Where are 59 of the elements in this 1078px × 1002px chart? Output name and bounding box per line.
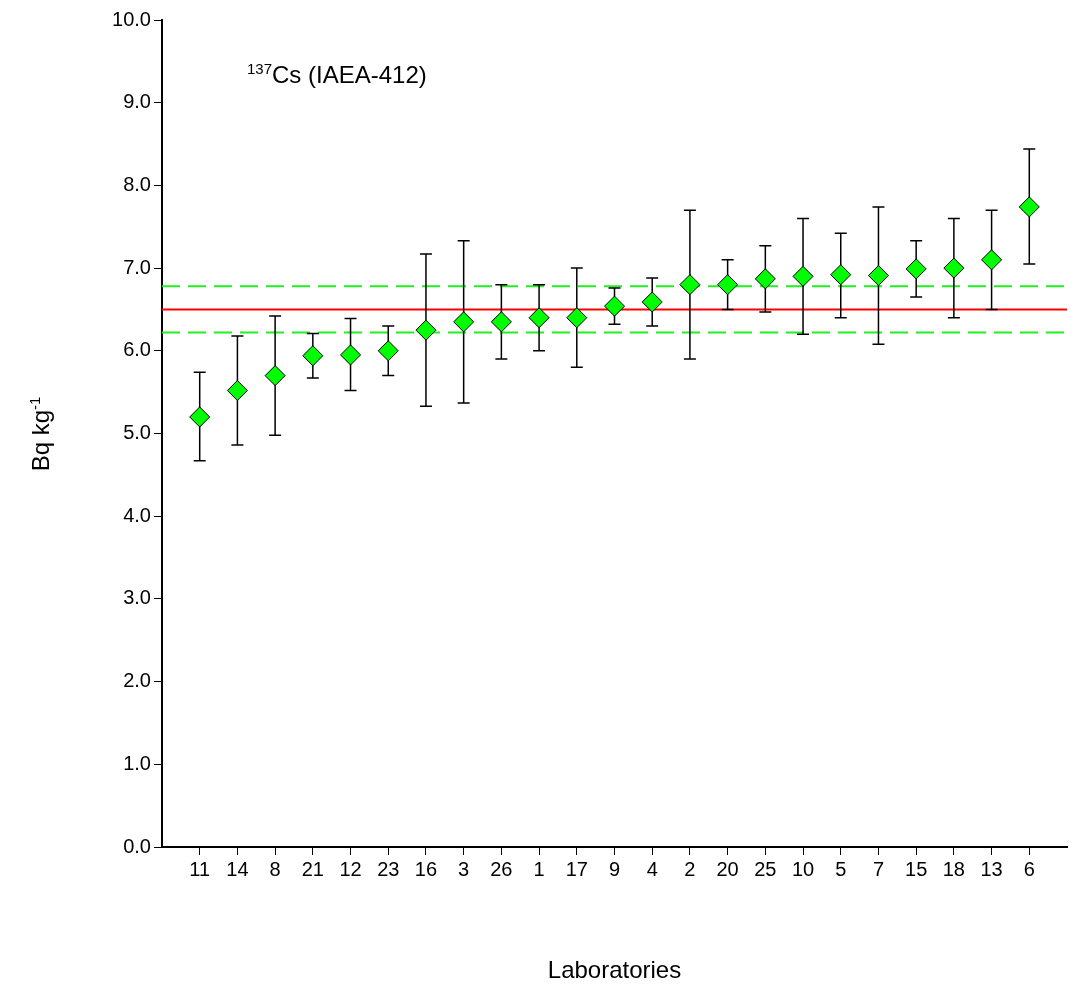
point xyxy=(830,264,852,286)
y-tick-label: 2.0 xyxy=(123,669,151,692)
point xyxy=(528,307,550,329)
y-tick-label: 8.0 xyxy=(123,172,151,195)
point xyxy=(905,258,927,280)
y-tick-label: 7.0 xyxy=(123,255,151,278)
x-tick-label: 3 xyxy=(458,857,470,880)
y-tick-label: 10.0 xyxy=(112,7,151,30)
x-tick-label: 18 xyxy=(942,857,965,880)
x-tick-label: 26 xyxy=(490,857,513,880)
point xyxy=(754,268,776,290)
point xyxy=(377,340,399,362)
x-tick-label: 5 xyxy=(835,857,847,880)
x-tick-label: 16 xyxy=(414,857,438,880)
point xyxy=(302,345,324,367)
point xyxy=(943,257,965,279)
point xyxy=(1018,196,1040,218)
x-tick-label: 13 xyxy=(980,857,1003,880)
x-axis-title: Laboratories xyxy=(547,956,682,984)
x-tick-label: 17 xyxy=(565,857,588,880)
point xyxy=(604,295,625,317)
x-tick-label: 15 xyxy=(905,857,928,880)
y-tick-label: 4.0 xyxy=(123,503,151,526)
y-tick-label: 9.0 xyxy=(123,90,151,113)
x-tick-label: 1 xyxy=(533,857,545,880)
point xyxy=(717,274,739,296)
x-tick-label: 25 xyxy=(754,857,777,880)
x-tick-label: 11 xyxy=(189,857,211,880)
point xyxy=(867,265,889,287)
point xyxy=(226,380,248,401)
point xyxy=(453,311,475,333)
point xyxy=(415,319,437,341)
point xyxy=(641,291,663,313)
x-tick-label: 14 xyxy=(226,857,249,880)
x-tick-label: 9 xyxy=(608,857,621,880)
y-tick-label: 3.0 xyxy=(123,586,151,609)
point xyxy=(566,307,588,329)
x-tick-label: 12 xyxy=(339,857,362,880)
y-tick-label: 6.0 xyxy=(123,338,151,361)
y-tick-label: 0.0 xyxy=(123,834,151,857)
x-tick-label: 21 xyxy=(301,857,324,880)
point xyxy=(264,365,286,387)
y-tick-label: 5.0 xyxy=(123,421,151,444)
x-tick-label: 10 xyxy=(791,857,815,880)
x-tick-label: 6 xyxy=(1023,857,1035,880)
point xyxy=(981,249,1003,271)
point xyxy=(490,311,512,333)
x-tick-label: 7 xyxy=(872,857,885,880)
point xyxy=(792,265,814,287)
x-tick-label: 4 xyxy=(646,857,658,880)
x-tick-label: 8 xyxy=(269,857,281,880)
y-tick-label: 1.0 xyxy=(123,751,151,774)
annotation: $^{137}$Cs (IAEA-412) xyxy=(247,60,427,89)
point xyxy=(189,406,211,428)
x-tick-label: 20 xyxy=(716,857,739,880)
x-tick-label: 23 xyxy=(377,857,400,880)
x-tick-label: 2 xyxy=(684,857,696,880)
point xyxy=(679,274,701,296)
point xyxy=(340,344,362,366)
